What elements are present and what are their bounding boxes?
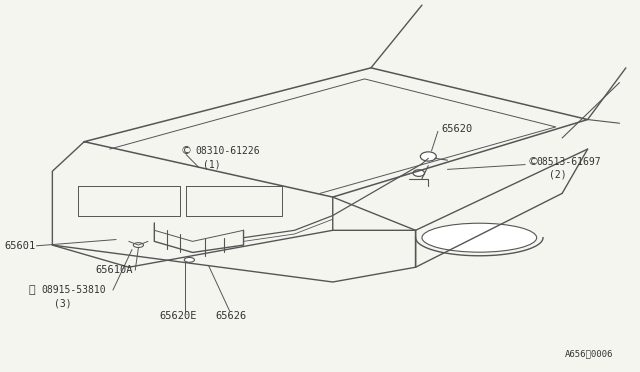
Ellipse shape [420, 152, 436, 161]
Text: ©: © [527, 157, 538, 167]
Ellipse shape [184, 257, 195, 262]
Text: (2): (2) [549, 170, 567, 180]
Text: 65620: 65620 [441, 124, 472, 134]
Text: 65601: 65601 [4, 241, 36, 251]
Text: 65620E: 65620E [159, 311, 197, 321]
Ellipse shape [413, 170, 424, 176]
Text: 08310-61226: 08310-61226 [196, 146, 260, 156]
Text: A656〆0006: A656〆0006 [565, 350, 614, 359]
Text: ©: © [180, 146, 192, 156]
Text: 65610A: 65610A [96, 265, 133, 275]
Text: ⓙ: ⓙ [28, 285, 35, 295]
Ellipse shape [422, 223, 537, 252]
Ellipse shape [133, 243, 143, 247]
Text: (1): (1) [203, 160, 221, 170]
Text: 08513-61697: 08513-61697 [537, 157, 602, 167]
Text: 08915-53810: 08915-53810 [41, 285, 106, 295]
Text: (3): (3) [54, 298, 71, 308]
Text: 65626: 65626 [216, 311, 247, 321]
